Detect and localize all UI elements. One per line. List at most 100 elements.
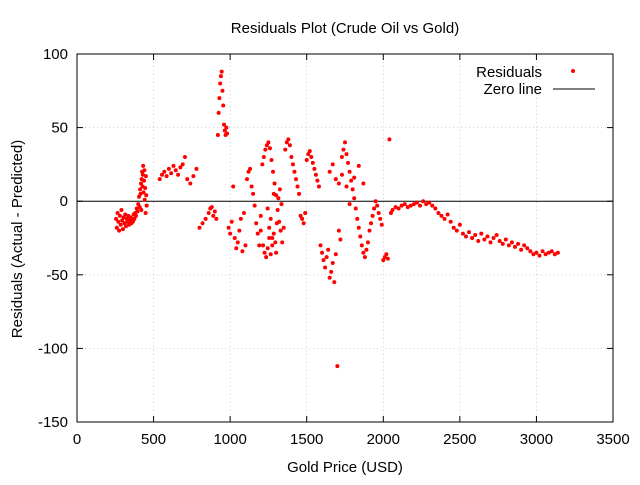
residual-point: [333, 177, 338, 182]
residual-point: [270, 236, 275, 240]
residual-point: [137, 205, 142, 210]
residual-point: [176, 172, 181, 177]
residual-point: [321, 258, 326, 263]
residual-point: [503, 237, 508, 242]
residual-point: [114, 225, 119, 230]
residual-point: [144, 203, 149, 208]
residual-point: [283, 147, 288, 152]
residual-point: [240, 249, 245, 254]
residual-point: [537, 253, 542, 258]
residual-point: [117, 228, 122, 233]
y-tick-label: -50: [46, 267, 68, 284]
residual-point: [303, 210, 308, 215]
residual-point: [206, 210, 211, 215]
residual-point: [255, 231, 260, 236]
residual-point: [316, 184, 321, 189]
residual-point: [336, 228, 341, 233]
residual-point: [261, 243, 266, 248]
residual-point: [418, 203, 423, 208]
residual-point: [343, 140, 347, 145]
residual-point: [341, 147, 346, 152]
residual-point: [531, 252, 536, 257]
residual-point: [144, 193, 149, 198]
residual-point: [338, 237, 343, 242]
legend-residuals-marker: [571, 69, 575, 73]
residual-point: [336, 181, 341, 186]
residual-point: [356, 225, 361, 230]
residual-point: [194, 166, 199, 171]
chart-title: Residuals Plot (Crude Oil vs Gold): [231, 20, 459, 37]
residual-point: [333, 252, 338, 257]
residual-point: [258, 228, 263, 233]
residual-point: [494, 233, 499, 238]
residual-point: [388, 210, 393, 215]
residual-point: [470, 236, 475, 240]
y-axis-ticks: -150 -100 -50 0 50 100: [38, 46, 613, 431]
residual-point: [265, 246, 270, 251]
residual-point: [442, 216, 447, 221]
residual-point: [384, 252, 389, 257]
residual-point: [266, 140, 271, 145]
residual-point: [279, 202, 284, 207]
residual-point: [339, 155, 344, 160]
residual-point: [211, 213, 216, 218]
residual-point: [381, 258, 386, 263]
residual-point: [346, 160, 351, 165]
residual-point: [347, 169, 352, 174]
residual-point: [491, 236, 496, 240]
residual-point: [117, 213, 122, 218]
residual-point: [284, 140, 289, 145]
residual-point: [352, 175, 357, 180]
residual-point: [119, 208, 124, 213]
residual-point: [460, 231, 465, 236]
residual-point: [335, 364, 340, 369]
residual-point: [516, 241, 521, 246]
residual-point: [249, 184, 254, 189]
x-tick-label: 2000: [367, 431, 400, 448]
residual-point: [370, 213, 375, 218]
residual-point: [525, 246, 530, 251]
residual-point: [451, 225, 456, 230]
residual-point: [133, 213, 138, 218]
residual-point: [166, 166, 171, 171]
residual-point: [130, 219, 135, 224]
residual-point: [379, 222, 384, 227]
residual-point: [497, 238, 502, 243]
residual-point: [369, 221, 374, 226]
residual-point: [349, 178, 354, 183]
residual-point: [274, 250, 279, 255]
residual-point: [353, 206, 358, 211]
residual-point: [365, 240, 370, 245]
residual-point: [140, 172, 145, 177]
residual-point: [528, 249, 533, 254]
residual-point: [248, 166, 253, 171]
residual-point: [114, 216, 119, 221]
residual-point: [323, 265, 328, 270]
residual-point: [197, 225, 202, 230]
residual-point: [344, 152, 349, 157]
residual-point: [290, 162, 295, 167]
residual-point: [373, 199, 378, 204]
residual-point: [191, 174, 196, 179]
residual-point: [271, 169, 276, 174]
residual-point: [424, 202, 429, 207]
residual-point: [121, 215, 126, 220]
legend: Residuals Zero line: [476, 64, 595, 98]
residual-point: [375, 203, 380, 208]
residual-point: [264, 255, 269, 260]
residual-point: [307, 149, 312, 154]
residual-point: [116, 219, 121, 224]
residual-point: [269, 157, 274, 162]
residual-point: [411, 202, 416, 207]
residual-point: [220, 88, 225, 93]
residual-point: [135, 209, 140, 214]
residual-point: [364, 247, 369, 252]
residual-point: [355, 216, 360, 221]
residual-point: [297, 191, 302, 196]
residual-point: [327, 169, 332, 174]
residual-point: [142, 168, 147, 173]
y-tick-label: 50: [51, 120, 68, 137]
residual-point: [271, 191, 276, 196]
residual-point: [361, 250, 366, 255]
legend-residuals-label: Residuals: [476, 64, 542, 81]
